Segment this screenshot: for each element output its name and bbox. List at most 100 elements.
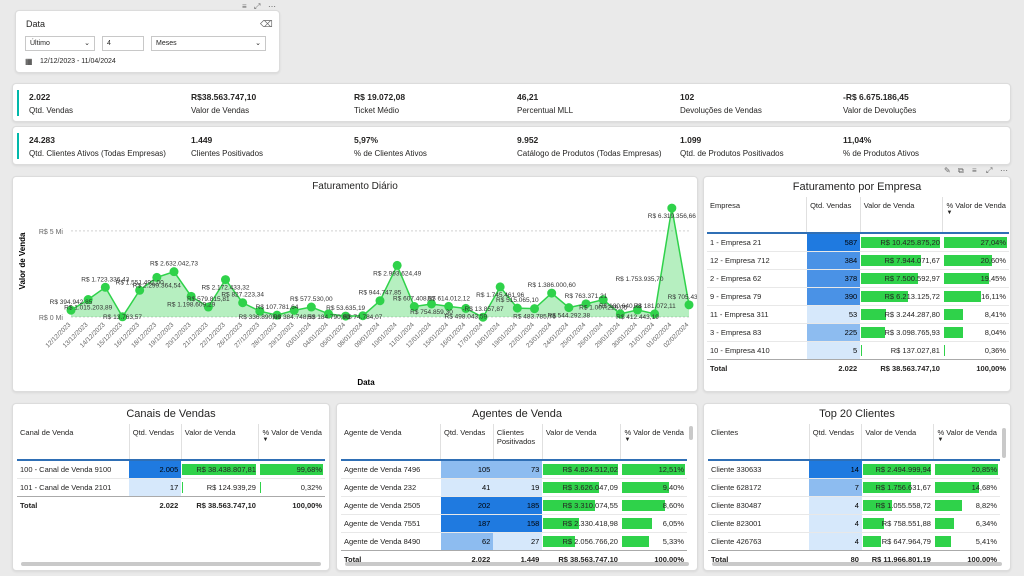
period-unit-dropdown[interactable]: Meses ⌄ <box>151 36 266 51</box>
more-options-icon[interactable]: ⋯ <box>268 2 276 11</box>
col-agente[interactable]: Agente de Venda <box>341 424 442 460</box>
col-valor-venda[interactable]: Valor de Venda <box>861 424 935 460</box>
kpi-label: Ticket Médio <box>354 106 400 115</box>
data-bar <box>182 481 183 493</box>
data-bar <box>862 464 932 475</box>
more-options-icon[interactable]: ⋯ <box>1000 166 1008 175</box>
table-row[interactable]: Agente de Venda 8490 62 27 R$ 2.056.766,20 5… <box>341 532 687 550</box>
agentes-table[interactable]: Agente de Venda Qtd. Vendas Clientes Pos… <box>341 424 687 568</box>
focus-mode-icon[interactable]: ⤢ <box>986 166 993 175</box>
col-pct-valor[interactable]: % Valor de Venda ▼ <box>259 424 325 460</box>
period-count-input[interactable]: 4 <box>102 36 144 51</box>
data-point <box>444 301 454 311</box>
cell-text: 8,60% <box>662 500 684 510</box>
cell-pct: 8,60% <box>621 496 687 514</box>
data-bar <box>943 326 963 338</box>
horizontal-scrollbar[interactable] <box>345 562 689 566</box>
horizontal-scrollbar[interactable] <box>712 562 1002 566</box>
col-qtd-vendas[interactable]: Qtd. Vendas <box>129 424 182 460</box>
cell-text: R$ 2.494.999,94 <box>875 464 931 474</box>
table-row[interactable]: Agente de Venda 7496 105 73 R$ 4.824.512,02… <box>341 460 687 478</box>
cell-valor: R$ 2.494.999,94 <box>862 460 934 478</box>
chevron-down-icon: ⌄ <box>84 40 90 47</box>
col-pct-valor[interactable]: % Valor de Venda ▼ <box>934 424 1000 460</box>
focus-mode-icon[interactable]: ⤢ <box>254 2 261 11</box>
col-empresa[interactable]: Empresa <box>707 197 808 233</box>
cell-text: R$ 647.964,79 <box>881 536 931 546</box>
table-row[interactable]: Cliente 628172 7 R$ 1.756.631,67 14,68% <box>708 478 1000 496</box>
pin-icon[interactable]: ✎ <box>944 166 951 175</box>
cell-text: 19,45% <box>980 273 1006 283</box>
cell-name: 12 - Empresa 712 <box>710 255 770 265</box>
table-row[interactable]: Agente de Venda 7551 187 158 R$ 2.330.418,9… <box>341 514 687 532</box>
canais-table[interactable]: Canal de Venda Qtd. Vendas Valor de Vend… <box>17 424 325 514</box>
cell-text: R$ 4.824.512,02 <box>562 464 618 474</box>
copy-icon[interactable]: ⧉ <box>958 166 964 175</box>
table-row[interactable]: Cliente 426763 4 R$ 647.964,79 5,41% <box>708 532 1000 550</box>
data-point <box>598 295 608 305</box>
cell-text: R$ 3.098.765,93 <box>884 327 940 337</box>
period-mode-dropdown[interactable]: Último ⌄ <box>25 36 95 51</box>
data-point <box>100 282 110 292</box>
cell-pct: 6,34% <box>934 514 1000 532</box>
data-point <box>409 302 419 312</box>
col-clientes-positivados[interactable]: Clientes Positivados <box>493 424 543 460</box>
data-point <box>392 260 402 270</box>
cell-text: R$ 137.027,81 <box>890 345 940 355</box>
col-valor-venda[interactable]: Valor de Venda <box>860 197 944 233</box>
chart-plot: R$ 0 Mi R$ 5 Mi Valor de Venda R$ 394.942,8… <box>18 203 697 387</box>
col-qtd-vendas[interactable]: Qtd. Vendas <box>806 197 861 233</box>
table-row[interactable]: 3 - Empresa 83 225 R$ 3.098.765,93 8,04% <box>707 323 1009 341</box>
cell-cli: 73 <box>493 460 543 478</box>
data-label: R$ 1.198.609,29 <box>167 301 215 308</box>
table-row[interactable]: 9 - Empresa 79 390 R$ 6.213.125,72 16,11% <box>707 287 1009 305</box>
data-bar <box>182 464 257 475</box>
cell-text: 8,41% <box>984 309 1006 319</box>
table-row[interactable]: 2 - Empresa 62 378 R$ 7.500.592,97 19,45% <box>707 269 1009 287</box>
table-row[interactable]: Agente de Venda 232 41 19 R$ 3.626.047,09 9,… <box>341 478 687 496</box>
table-row[interactable]: Cliente 330633 14 R$ 2.494.999,94 20,85% <box>708 460 1000 478</box>
col-clientes[interactable]: Clientes <box>708 424 810 460</box>
table-row[interactable]: 11 - Empresa 311 53 R$ 3.244.287,80 8,41% <box>707 305 1009 323</box>
empresa-table[interactable]: Empresa Qtd. Vendas Valor de Venda % Val… <box>707 197 1009 377</box>
total-pct: 100,00% <box>258 495 325 514</box>
col-qtd-vendas[interactable]: Qtd. Vendas <box>809 424 863 460</box>
cell-text: 5,33% <box>662 536 684 546</box>
table-row[interactable]: 1 - Empresa 21 587 R$ 10.425.875,20 27,04% <box>707 233 1009 251</box>
filter-icon[interactable]: ≡ <box>242 2 247 11</box>
table-row[interactable]: 12 - Empresa 712 384 R$ 7.944.071,67 20,60% <box>707 251 1009 269</box>
table-row[interactable]: 101 - Canal de Venda 2101 17 R$ 124.939,29… <box>17 478 325 496</box>
table-row[interactable]: Agente de Venda 2505 202 185 R$ 3.310.074,5… <box>341 496 687 514</box>
col-pct-valor[interactable]: % Valor de Venda ▼ <box>943 197 1009 233</box>
clientes-table[interactable]: Clientes Qtd. Vendas Valor de Venda % Va… <box>708 424 1000 568</box>
data-label: R$ 2.299.364,54 <box>133 282 181 289</box>
cell-name: 10 - Empresa 410 <box>710 345 770 355</box>
col-valor-venda[interactable]: Valor de Venda <box>542 424 622 460</box>
data-point <box>564 303 574 313</box>
col-canal[interactable]: Canal de Venda <box>17 424 130 460</box>
cell-pct: 16,11% <box>943 287 1009 305</box>
y-axis-label: Valor de Venda <box>18 232 27 289</box>
vertical-scrollbar[interactable] <box>689 426 693 440</box>
faturamento-diario-chart[interactable]: Faturamento Diário R$ 0 Mi R$ 5 Mi Valor d… <box>12 176 698 392</box>
col-qtd-vendas[interactable]: Qtd. Vendas <box>440 424 494 460</box>
filter-icon[interactable]: ≡ <box>972 166 977 175</box>
canais-vendas-card: Canais de Vendas Canal de Venda Qtd. Ven… <box>12 403 330 571</box>
table-row[interactable]: Cliente 830487 4 R$ 1.055.558,72 8,82% <box>708 496 1000 514</box>
vertical-scrollbar[interactable] <box>1002 428 1006 458</box>
eraser-icon[interactable]: ⌫ <box>260 19 273 29</box>
data-point <box>221 275 230 285</box>
horizontal-scrollbar[interactable] <box>21 562 321 566</box>
cell-text: 14,68% <box>971 482 997 492</box>
cell-text: 6,05% <box>662 518 684 528</box>
cell-valor: R$ 647.964,79 <box>862 532 934 550</box>
data-point <box>615 309 625 319</box>
data-point <box>684 300 694 310</box>
table-row[interactable]: 10 - Empresa 410 5 R$ 137.027,81 0,36% <box>707 341 1009 359</box>
table-row[interactable]: 100 - Canal de Venda 9100 2.005 R$ 38.438.… <box>17 460 325 478</box>
kpi-pct-clientes-ativos: 5,97% % de Clientes Ativos <box>354 135 427 158</box>
data-label: -R$ 13.857,87 <box>462 306 504 313</box>
col-pct-valor[interactable]: % Valor de Venda ▼ <box>621 424 687 460</box>
table-row[interactable]: Cliente 823001 4 R$ 758.551,88 6,34% <box>708 514 1000 532</box>
col-valor-venda[interactable]: Valor de Venda <box>181 424 260 460</box>
